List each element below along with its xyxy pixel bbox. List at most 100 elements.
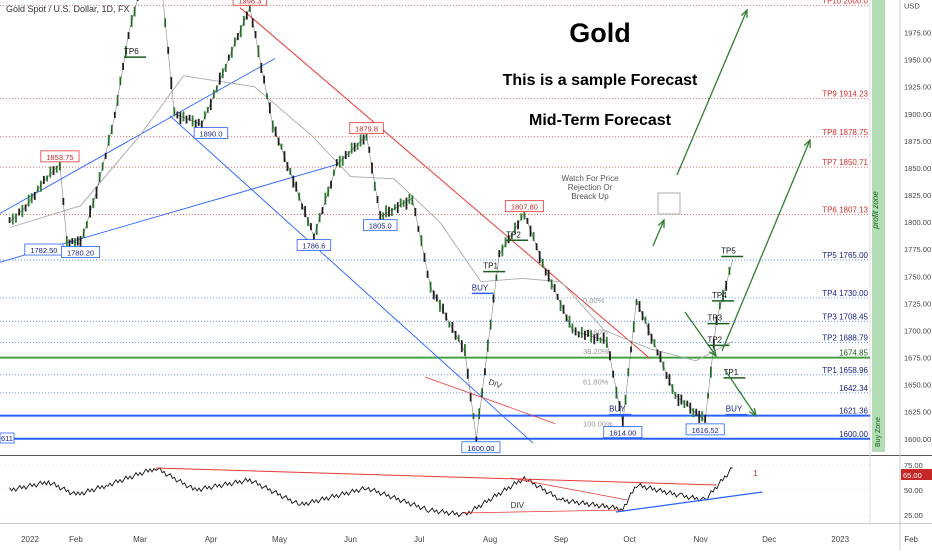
price-point-label-box: [349, 122, 384, 135]
candle: [454, 330, 457, 340]
price-point-label-box: [193, 127, 229, 139]
y-tick-label: 1700.00: [904, 326, 931, 335]
candle: [200, 120, 203, 131]
forecast-arrow-up-head: [740, 8, 748, 19]
candle: [315, 224, 318, 236]
x-tick-label: Jul: [414, 535, 424, 544]
candle: [680, 394, 683, 405]
level-label: TP2 1688.79: [822, 334, 868, 343]
candle: [104, 152, 107, 159]
x-tick-label: Mar: [133, 535, 147, 544]
candle: [24, 204, 27, 212]
candle: [239, 25, 242, 38]
candle: [701, 411, 704, 422]
y-tick-label: 1950.00: [904, 56, 931, 65]
y-tick-label: 1725.00: [904, 299, 931, 308]
candle: [324, 192, 327, 205]
fib-label: 0.00%: [583, 296, 605, 305]
candle: [698, 410, 701, 423]
price-point-label: 1616.52: [692, 426, 719, 435]
candle: [718, 302, 721, 310]
price-point-label-box: [504, 200, 544, 213]
candle: [18, 208, 21, 216]
price-point-label-box: [461, 441, 501, 454]
rsi-badge: [901, 469, 932, 480]
price-point-label-box: [363, 219, 398, 232]
resistance-line: [239, 7, 651, 359]
candle: [271, 120, 274, 133]
x-tick-label: Apr: [205, 535, 218, 544]
candle: [529, 225, 532, 237]
forecast-arrow-up-2: [721, 139, 811, 352]
forecast-arrow-down-2: [724, 369, 757, 417]
candle: [677, 393, 680, 406]
candle: [127, 32, 130, 40]
price-point-label: 1614.00: [609, 429, 636, 438]
candle: [695, 408, 698, 416]
candle: [55, 165, 58, 173]
forecast-arrow-down-2-head: [748, 408, 757, 418]
candle: [609, 351, 611, 361]
candle: [185, 115, 188, 124]
candle: [393, 204, 396, 211]
price-point-label-box: [685, 423, 725, 436]
candle: [692, 408, 695, 418]
candle: [179, 112, 182, 125]
level-label: TP5 1765.00: [822, 251, 868, 260]
candle: [233, 37, 236, 47]
candle: [209, 99, 212, 111]
left-edge-tag: [0, 432, 15, 444]
candle: [49, 166, 52, 178]
candle: [659, 351, 662, 363]
fib-label: 100.00%: [583, 420, 613, 429]
candle: [510, 233, 513, 240]
candle: [396, 202, 399, 214]
candle: [304, 206, 306, 218]
forecast-arrow-short-head: [657, 218, 665, 229]
candle: [504, 237, 507, 248]
candle: [644, 316, 647, 324]
candle: [344, 150, 347, 159]
x-tick-label: Dec: [762, 535, 776, 544]
level-label: TP7 1850.71: [822, 158, 868, 167]
candle: [301, 203, 304, 210]
candle: [307, 217, 309, 227]
candle: [277, 137, 280, 146]
price-point-label: 1879.8: [355, 125, 378, 134]
trade-mark-label: TP1: [483, 262, 498, 271]
candle: [501, 244, 504, 257]
candle: [76, 236, 79, 246]
candle: [86, 221, 88, 229]
midterm-subtitle: Mid-Term Forecast: [529, 112, 671, 129]
candle: [464, 344, 466, 357]
candle: [42, 175, 45, 184]
candle: [197, 118, 200, 126]
candle: [451, 321, 454, 333]
candle: [656, 349, 659, 356]
price-point-label-box: [40, 150, 80, 163]
price-point-label: 1600.00: [467, 444, 494, 453]
candle: [215, 85, 218, 93]
candle: [426, 270, 429, 278]
candle: [333, 169, 335, 176]
candle: [385, 205, 387, 218]
level-label: TP8 1878.75: [822, 128, 868, 137]
price-point-label-box: [603, 426, 643, 438]
rsi-badge-label: 65.00: [903, 471, 922, 480]
candle: [33, 191, 36, 200]
trade-mark-label: TP3: [707, 314, 722, 323]
candle: [725, 280, 728, 291]
downtrend-channel: [169, 115, 534, 444]
candle: [544, 268, 547, 276]
candle: [498, 250, 501, 258]
level-label: 1600.00: [839, 430, 868, 439]
candle: [79, 236, 82, 248]
candle: [359, 134, 362, 147]
price-point-label-box: [232, 0, 268, 6]
candle: [268, 102, 271, 114]
rsi-tick-label: 50.00: [904, 486, 923, 495]
candle: [420, 235, 423, 247]
candle: [245, 11, 248, 20]
